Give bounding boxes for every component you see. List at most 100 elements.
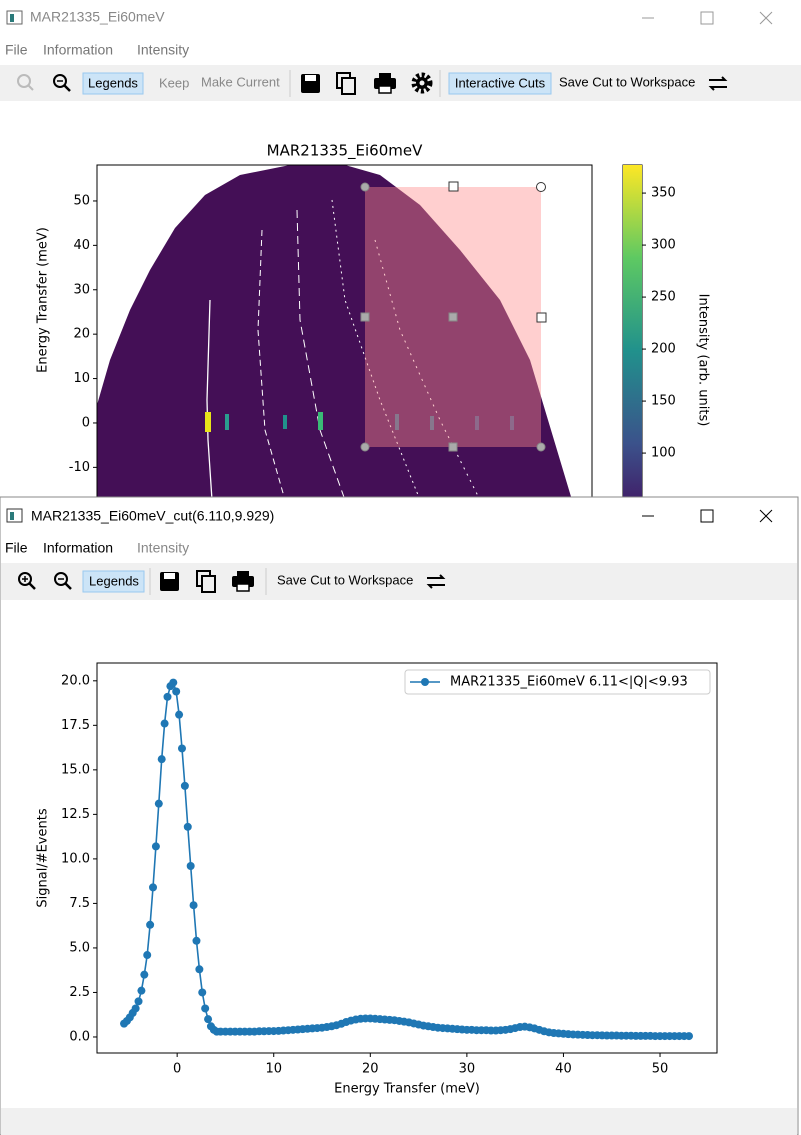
zoom-in-icon[interactable] [18, 572, 36, 590]
window-title: MAR21335_Ei60meV [30, 9, 165, 25]
close-button[interactable] [759, 509, 773, 523]
data-point [169, 678, 178, 687]
colorbar-label: Intensity (arb. units) [696, 294, 711, 427]
menu-item[interactable]: Intensity [137, 540, 189, 556]
menu-item[interactable]: File [5, 42, 28, 58]
window-back: MAR21335_Ei60meV File Information Intens… [0, 0, 801, 506]
print-icon[interactable] [232, 571, 254, 592]
copy-icon[interactable] [336, 72, 356, 95]
colorbar-tick-label: 300 [651, 238, 676, 253]
colorbar-tick-label: 350 [651, 186, 676, 201]
zoom-in-icon[interactable] [17, 74, 34, 91]
y-tick-label: 30 [73, 282, 90, 297]
data-point [195, 965, 204, 974]
data-point [140, 970, 149, 979]
toolbar-button-label[interactable]: Interactive Cuts [455, 75, 546, 90]
heatmap-spot [283, 415, 287, 429]
print-icon[interactable] [374, 73, 396, 94]
data-point [172, 687, 181, 696]
heatmap-region [97, 165, 572, 497]
y-tick-label: 0.0 [69, 1029, 90, 1044]
maximize-button[interactable] [700, 509, 714, 523]
app-icon [6, 508, 23, 523]
data-point [177, 744, 186, 753]
toolbar-button-label[interactable]: Legends [89, 573, 139, 588]
plot-frame [96, 662, 718, 1054]
y-tick-label: 17.5 [61, 718, 90, 733]
data-point [151, 842, 160, 851]
x-tick-label: 30 [459, 1062, 476, 1077]
data-point [137, 986, 146, 995]
y-tick-label: 15.0 [61, 762, 90, 777]
y-tick-label: 40 [73, 238, 90, 253]
data-point [198, 988, 207, 997]
heatmap-image [97, 165, 572, 497]
heatmap-gap [257, 229, 285, 497]
y-tick-label: 10.0 [61, 851, 90, 866]
save-icon [305, 75, 316, 81]
flip-icon[interactable] [708, 76, 728, 91]
app-icon [6, 10, 23, 25]
y-tick-label: 7.5 [69, 896, 90, 911]
menu-item[interactable]: Intensity [137, 42, 189, 58]
data-point [180, 781, 189, 790]
x-tick-label: 10 [265, 1062, 282, 1077]
flip-icon[interactable] [426, 574, 446, 589]
copy-icon[interactable] [196, 570, 216, 593]
window-bg [0, 496, 799, 1135]
close-button[interactable] [759, 11, 773, 25]
app-icon [10, 14, 14, 22]
legends-button[interactable] [82, 570, 145, 593]
menu-item[interactable]: File [5, 540, 28, 556]
data-point [186, 862, 195, 871]
settings-icon[interactable] [411, 72, 433, 94]
heatmap-gap [296, 209, 345, 497]
y-tick-label: 20 [73, 327, 90, 342]
data-point [189, 901, 198, 910]
data-point [160, 719, 169, 728]
toolbar-button-label[interactable]: Save Cut to Workspace [559, 74, 695, 89]
y-tick-label: 0 [82, 415, 90, 430]
y-axis-label: Signal/#Events [36, 808, 51, 907]
heatmap-spot [205, 412, 211, 432]
selection-handles[interactable] [448, 181, 547, 323]
data-point [175, 710, 184, 719]
chart-layer: MAR21335_Ei60meV Energy Transfer (meV) -10… [36, 142, 711, 497]
menu-item[interactable]: Information [43, 42, 113, 58]
data-point [143, 951, 152, 960]
data-point [157, 755, 166, 764]
y-tick-label: -10 [69, 460, 90, 475]
save-icon [164, 573, 175, 579]
data-point [146, 920, 155, 929]
colorbar-gradient [623, 165, 642, 497]
y-tick-label: 50 [73, 193, 90, 208]
x-axis-label: Energy Transfer (meV) [334, 1082, 480, 1097]
selection-handles[interactable] [360, 182, 546, 452]
toolbar-button-label[interactable]: Legends [88, 75, 138, 90]
data-point [154, 799, 163, 808]
legends-button[interactable] [82, 72, 144, 95]
maximize-button[interactable] [700, 11, 714, 25]
data-point [684, 1032, 693, 1041]
x-tick-label: 40 [555, 1062, 572, 1077]
colorbar-tick-label: 100 [651, 446, 676, 461]
status-bar [1, 1108, 797, 1135]
window-title: MAR21335_Ei60meV_cut(6.110,9.929) [31, 508, 274, 524]
y-tick-label: 10 [73, 371, 90, 386]
menu-item[interactable]: Information [43, 540, 113, 556]
data-point [192, 936, 201, 945]
toolbar-button-label[interactable]: Make Current [201, 74, 280, 89]
x-tick-label: 50 [652, 1062, 669, 1077]
y-tick-label: 12.5 [61, 807, 90, 822]
colorbar-tick-label: 250 [651, 290, 676, 305]
toolbar-button-label[interactable]: Keep [159, 75, 189, 90]
zoom-out-icon[interactable] [54, 572, 72, 590]
zoom-out-icon[interactable] [53, 74, 71, 92]
toolbar-button-label[interactable]: Save Cut to Workspace [277, 572, 413, 587]
interactive-cuts-button[interactable] [448, 72, 552, 95]
y-tick-label: 2.5 [69, 985, 90, 1000]
heatmap-spot [225, 414, 229, 430]
data-point [134, 997, 143, 1006]
colorbar [623, 165, 642, 497]
